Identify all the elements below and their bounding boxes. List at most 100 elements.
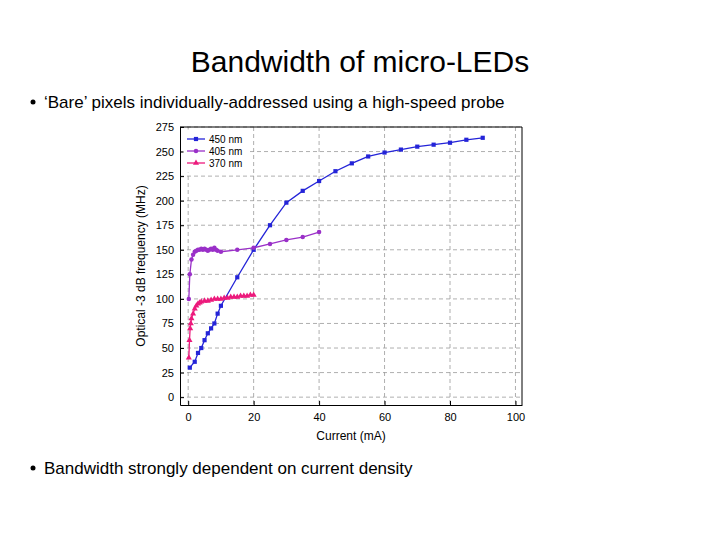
- series-line: [189, 232, 319, 299]
- series-marker: [464, 138, 468, 142]
- tick: 100: [156, 293, 184, 305]
- series-marker: [235, 275, 239, 279]
- y-axis-title: Optical -3 dB frequency (MHz): [134, 185, 148, 346]
- tick-label: 200: [156, 195, 174, 207]
- series-marker: [481, 136, 485, 140]
- tick: 60: [379, 401, 391, 423]
- chart: 0204060801000255075100125150175200225250…: [134, 121, 525, 443]
- legend-label: 370 nm: [209, 158, 242, 169]
- tick: 175: [156, 219, 184, 231]
- tick-mark: [180, 250, 184, 251]
- tick: 250: [156, 146, 184, 158]
- series-marker: [317, 179, 321, 183]
- tick-label: 250: [156, 146, 174, 158]
- tick-label: 100: [507, 411, 525, 423]
- x-axis-title: Current (mA): [316, 429, 385, 443]
- tick: 20: [248, 401, 260, 423]
- tick-label: 50: [162, 342, 174, 354]
- series-marker: [199, 346, 203, 350]
- series-marker: [187, 297, 192, 302]
- series-marker: [196, 351, 200, 355]
- axis-line: [180, 128, 181, 406]
- series-marker: [186, 337, 192, 342]
- bullet: ‘Bare’ pixels individually-addressed usi…: [31, 93, 505, 112]
- series-marker: [268, 223, 272, 227]
- tick-label: 75: [162, 317, 174, 329]
- tick: 0: [186, 401, 192, 423]
- series-marker: [301, 189, 305, 193]
- legend-label: 450 nm: [209, 134, 242, 145]
- grid-line-x: [253, 127, 254, 405]
- series-marker: [190, 310, 196, 315]
- tick-mark: [319, 401, 320, 405]
- tick-mark: [180, 225, 184, 226]
- series-marker: [448, 141, 452, 145]
- series-marker: [333, 169, 337, 173]
- tick-label: 100: [156, 293, 174, 305]
- tick: 200: [156, 195, 184, 207]
- legend-box: [184, 130, 248, 172]
- tick-label: 0: [168, 391, 174, 403]
- grid-line-y: [180, 274, 522, 275]
- series-marker: [251, 291, 257, 296]
- grid-line-x: [319, 127, 320, 405]
- series-marker: [219, 249, 224, 254]
- frame: [522, 127, 523, 405]
- legend-marker: [193, 159, 199, 164]
- legend: 450 nm405 nm370 nm: [184, 130, 248, 172]
- bullet-dot: [31, 100, 36, 105]
- series-marker: [209, 326, 213, 330]
- tick-label: 275: [156, 121, 174, 133]
- bullet: Bandwidth strongly dependent on current …: [31, 459, 414, 478]
- legend-marker: [194, 149, 199, 154]
- tick-mark: [385, 401, 386, 405]
- series-marker: [284, 238, 289, 243]
- tick-label: 125: [156, 268, 174, 280]
- tick-mark: [254, 401, 255, 405]
- series-marker: [188, 366, 192, 370]
- series-marker: [206, 331, 210, 335]
- tick-mark: [180, 373, 184, 374]
- bullet-dot: [31, 466, 36, 471]
- tick-label: 40: [313, 411, 325, 423]
- series-marker: [235, 248, 240, 253]
- x-axis: 0 20 40 60 80 100: [181, 401, 526, 423]
- series-marker: [415, 145, 419, 149]
- tick-mark: [515, 401, 516, 405]
- tick-label: 80: [444, 411, 456, 423]
- grid-line-y: [180, 225, 522, 226]
- slide-title: Bandwidth of micro-LEDs: [191, 45, 529, 78]
- grid-line-y: [180, 176, 522, 177]
- series-marker: [189, 257, 194, 262]
- tick: 0: [168, 391, 184, 403]
- series-marker: [212, 321, 216, 325]
- series-marker: [251, 246, 256, 251]
- legend-marker: [194, 137, 198, 141]
- grid-line-x: [384, 127, 385, 405]
- series-marker: [193, 360, 197, 364]
- series-marker: [188, 315, 194, 320]
- grid-line-x: [450, 127, 451, 405]
- tick-mark: [180, 201, 184, 202]
- series-marker: [188, 320, 194, 325]
- grid-line-y: [180, 372, 522, 373]
- tick-label: 225: [156, 170, 174, 182]
- tick: 225: [156, 170, 184, 182]
- slide: Bandwidth of micro-LEDs ‘Bare’ pixels ind…: [0, 0, 720, 540]
- tick-mark: [180, 397, 184, 398]
- y-axis: 0255075100125150175200225250275: [156, 121, 184, 405]
- tick: 275: [156, 121, 184, 133]
- axis-line: [181, 405, 523, 406]
- series-marker: [399, 147, 403, 151]
- grid-line-y: [180, 323, 522, 324]
- series-marker: [300, 235, 305, 240]
- tick-label: 175: [156, 219, 174, 231]
- tick: 50: [162, 342, 184, 354]
- grid-line-y: [180, 397, 522, 398]
- series-marker: [188, 272, 193, 277]
- tick-label: 20: [248, 411, 260, 423]
- tick: 75: [162, 317, 184, 329]
- series-marker: [219, 304, 223, 308]
- tick-label: 25: [162, 367, 174, 379]
- bullet-text: Bandwidth strongly dependent on current …: [44, 459, 413, 478]
